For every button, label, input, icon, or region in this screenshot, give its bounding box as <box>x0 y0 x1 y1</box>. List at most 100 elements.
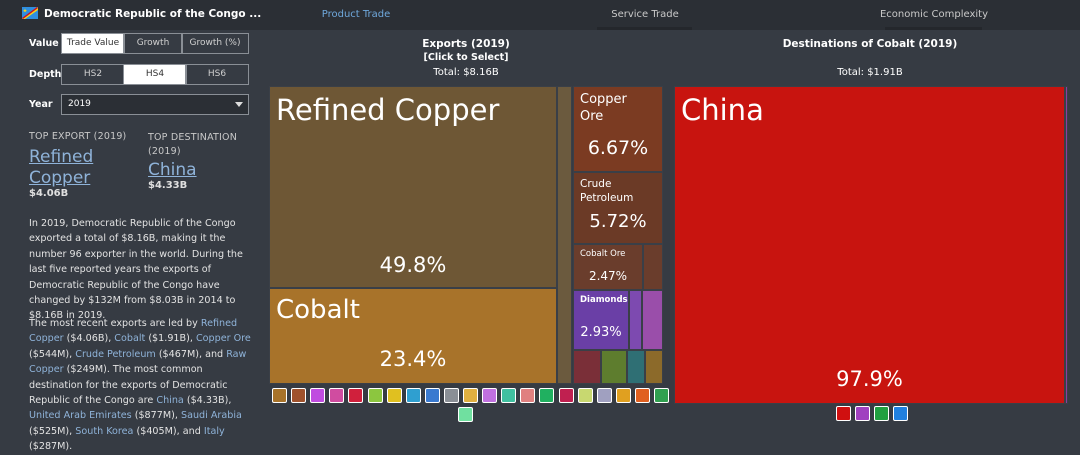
category-icon[interactable] <box>458 407 473 422</box>
category-icon[interactable] <box>634 388 650 403</box>
link[interactable]: China <box>156 395 184 407</box>
text: ($525M), <box>29 425 76 437</box>
treemap-tile[interactable] <box>645 350 663 384</box>
option[interactable]: HS2 <box>61 64 125 85</box>
year-select[interactable]: 2019 <box>61 94 249 115</box>
chart-total: Total: $8.16B <box>433 67 499 78</box>
category-icon[interactable] <box>272 388 287 403</box>
category-icon[interactable] <box>654 388 669 403</box>
chart-title: Exports (2019) <box>422 38 510 50</box>
option[interactable]: Growth (%) <box>181 33 249 54</box>
category-icon[interactable] <box>577 388 593 403</box>
category-icon[interactable] <box>443 388 459 403</box>
tile-label: China <box>681 93 764 127</box>
category-icon[interactable] <box>893 406 908 421</box>
text: ($405M), and <box>133 425 204 437</box>
option[interactable]: HS6 <box>185 64 249 85</box>
country-name[interactable]: Democratic Republic of the Congo ... <box>44 8 262 20</box>
treemap-tile[interactable] <box>1065 86 1068 404</box>
link[interactable]: South Korea <box>75 425 134 437</box>
link[interactable]: Copper Ore <box>195 333 251 345</box>
treemap-tile[interactable]: Diamonds 2.93% <box>573 290 629 350</box>
tile-share: 97.9% <box>836 367 903 391</box>
category-icon[interactable] <box>558 388 574 403</box>
text: ($877M), <box>131 410 181 422</box>
tab-indicator <box>597 27 692 30</box>
tile-label: Copper Ore <box>580 92 627 124</box>
tab[interactable]: Economic Complexity <box>879 9 989 20</box>
treemap-tile[interactable]: Refined Copper 49.8% <box>269 86 557 288</box>
top-destination[interactable]: China <box>148 160 197 180</box>
category-icon[interactable] <box>520 388 536 403</box>
text: ($467M), and <box>155 348 227 360</box>
category-icon[interactable] <box>424 388 440 403</box>
treemap-tile[interactable]: China 97.9% <box>674 86 1065 404</box>
category-icon[interactable] <box>501 388 517 403</box>
link[interactable]: Refined Copper <box>29 318 238 345</box>
tile-share: 2.47% <box>588 269 628 283</box>
category-icon[interactable] <box>463 388 478 403</box>
category-icon[interactable] <box>539 388 555 403</box>
treemap-tile[interactable] <box>629 290 642 350</box>
category-icon[interactable] <box>367 388 383 403</box>
tile-share: 23.4% <box>379 347 447 371</box>
treemap-tile[interactable]: Crude Petroleum 5.72% <box>573 172 663 244</box>
summary-paragraph: In 2019, Democratic Republic of the Cong… <box>29 218 243 322</box>
treemap-tile[interactable] <box>557 86 572 384</box>
link[interactable]: Italy <box>203 425 225 437</box>
treemap-tile[interactable] <box>642 290 663 350</box>
category-icon[interactable] <box>348 388 364 403</box>
link[interactable]: Crude Petroleum <box>75 348 156 360</box>
category-icon[interactable] <box>874 406 889 421</box>
link[interactable]: United Arab Emirates <box>29 410 132 422</box>
category-icon[interactable] <box>405 388 421 403</box>
tab[interactable]: Service Trade <box>611 9 679 20</box>
link[interactable]: Cobalt <box>114 333 146 345</box>
text: ($287M). <box>29 441 73 453</box>
tile-share: 6.67% <box>587 137 649 159</box>
tile-share: 49.8% <box>379 253 447 277</box>
category-icon[interactable] <box>310 388 326 403</box>
option[interactable]: HS4 <box>123 64 187 85</box>
link[interactable]: Raw Copper <box>29 348 247 376</box>
text: ($4.06B), <box>63 333 115 345</box>
tile-share: 5.72% <box>589 211 647 232</box>
top-export-value: $4.06B <box>29 188 69 199</box>
chart-total: Total: $1.91B <box>837 67 903 78</box>
text: ($249M). The most common destination for… <box>29 364 228 407</box>
link[interactable]: Saudi Arabia <box>180 410 242 422</box>
tab[interactable]: Product Trade <box>321 9 391 20</box>
category-icon[interactable] <box>291 388 307 403</box>
option[interactable]: Trade Value <box>61 33 125 54</box>
chart-subtitle[interactable]: [Click to Select] <box>423 52 509 63</box>
caption: TOP EXPORT (2019) <box>29 131 127 142</box>
control-label: Depth <box>29 69 62 80</box>
category-icon[interactable] <box>386 388 402 403</box>
treemap-tile[interactable]: Cobalt 23.4% <box>269 288 557 384</box>
treemap-tile[interactable]: Copper Ore 6.67% <box>573 86 663 172</box>
tile-label: Cobalt Ore <box>580 249 626 259</box>
treemap-tile[interactable] <box>573 350 601 384</box>
top-bar: Democratic Republic of the Congo ... Pro… <box>0 0 1080 30</box>
category-icon[interactable] <box>615 388 631 403</box>
top-export[interactable]: Refined Copper <box>29 147 94 188</box>
tile-label: Crude Petroleum <box>580 178 634 204</box>
category-icon[interactable] <box>596 388 612 403</box>
treemap-tile[interactable] <box>643 244 663 290</box>
treemap-tile[interactable] <box>627 350 645 384</box>
category-icon[interactable] <box>855 406 870 421</box>
treemap-tile[interactable] <box>601 350 627 384</box>
summary-paragraph: The most recent exports are led by Refin… <box>29 316 251 455</box>
category-icon[interactable] <box>329 388 345 403</box>
tile-share: 2.93% <box>580 325 622 340</box>
control-label: Value <box>29 38 59 49</box>
text: The most recent exports are led by <box>29 318 201 329</box>
tile-label: Cobalt <box>276 295 360 325</box>
category-icon[interactable] <box>482 388 498 403</box>
tile-label: Diamonds <box>580 295 628 305</box>
treemap-tile[interactable]: Cobalt Ore 2.47% <box>573 244 643 290</box>
option[interactable]: Growth <box>123 33 183 54</box>
category-icon[interactable] <box>836 406 851 421</box>
